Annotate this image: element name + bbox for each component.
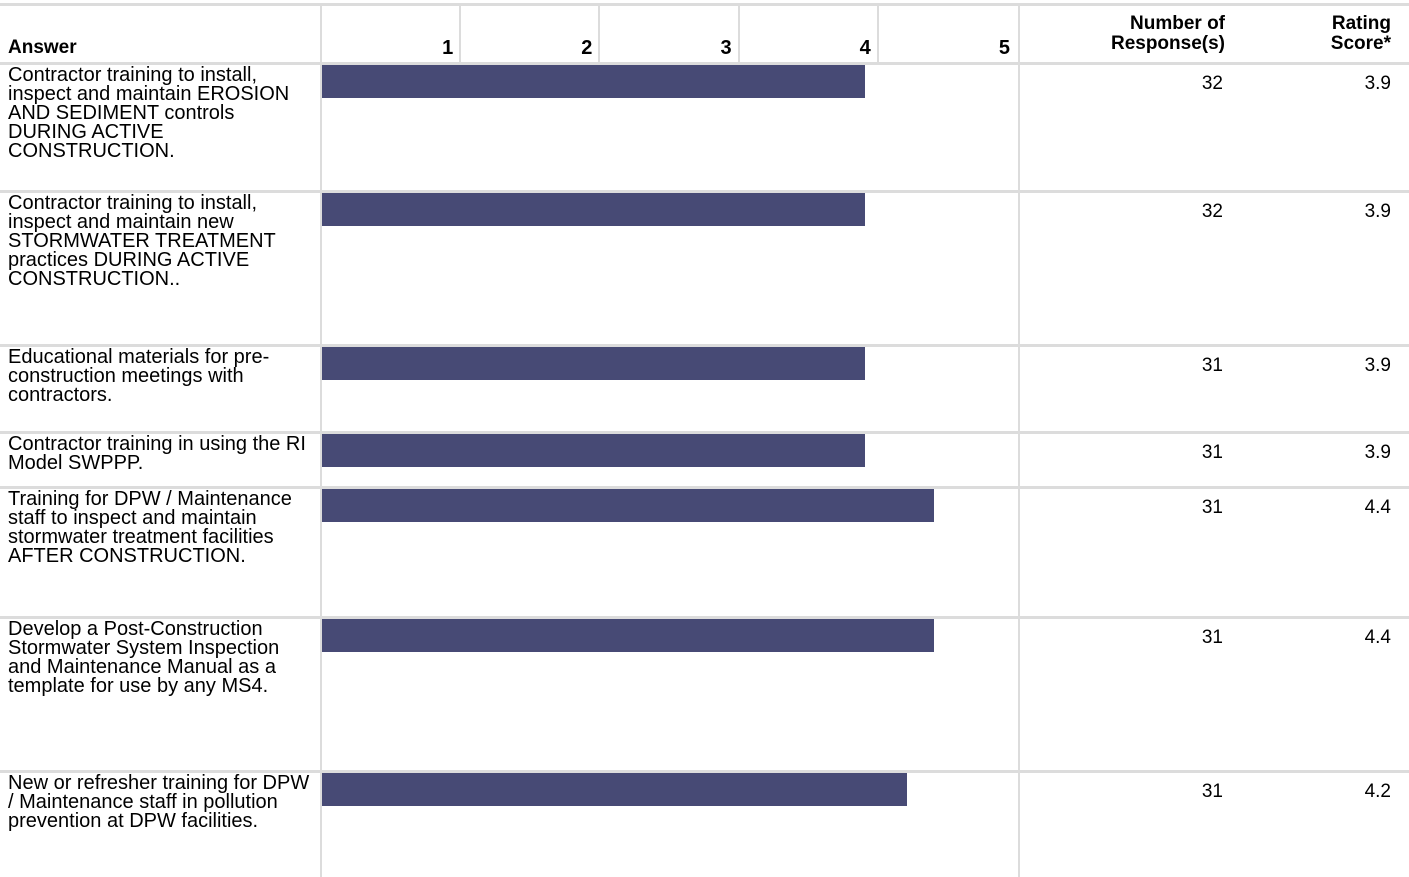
row-score-4: 3.9 [1364,442,1391,463]
scale-label-3: 3 [720,37,732,59]
row-responses-5: 31 [1201,497,1223,518]
row-responses-3: 31 [1201,355,1223,376]
header-responses-line2: Response(s) [1110,33,1225,54]
header-divider-1 [459,5,462,62]
row-divider [0,62,1409,65]
scale-label-5: 5 [998,37,1010,59]
row-responses-1: 32 [1201,73,1223,94]
bar-row-6 [322,619,935,652]
row-divider [0,616,1409,619]
row-divider [0,486,1409,489]
row-score-6: 4.4 [1364,627,1391,648]
row-answer-5: Training for DPW / Maintenance staff to … [8,488,292,567]
row-answer-7: New or refresher training for DPW / Main… [8,772,310,832]
row-responses-6: 31 [1201,627,1223,648]
row-score-2: 3.9 [1364,201,1391,222]
row-answer-3: Educational materials for pre-constructi… [8,346,270,406]
row-divider [0,770,1409,773]
row-answer-4: Contractor training in using the RI Mode… [8,433,306,474]
row-score-7: 4.2 [1364,781,1391,802]
scale-label-1: 1 [442,37,454,59]
row-score-3: 3.9 [1364,355,1391,376]
row-divider [0,344,1409,347]
scale-label-2: 2 [581,37,593,59]
bar-row-5 [322,489,935,522]
scale-label-4: 4 [859,37,871,59]
row-responses-4: 31 [1201,442,1223,463]
header-divider-4 [876,5,879,62]
header-score: Rating Score* [1250,14,1391,54]
plot-left-border [320,5,322,877]
header-score-line1: Rating [1331,13,1391,34]
row-divider [0,190,1409,193]
bar-row-2 [322,193,865,226]
top-border [0,3,1409,6]
row-score-1: 3.9 [1364,73,1391,94]
row-answer-6: Develop a Post-Construction Stormwater S… [8,618,280,697]
row-answer-1: Contractor training to install, inspect … [8,64,290,162]
header-responses-line1: Number of [1130,13,1225,34]
plot-right-border [1018,5,1020,877]
row-score-5: 4.4 [1364,497,1391,518]
bar-row-1 [322,65,865,98]
bar-row-4 [322,434,865,467]
header-answer: Answer [8,37,77,58]
header-divider-2 [598,5,601,62]
header-score-line2: Score* [1330,33,1391,54]
row-divider [0,431,1409,434]
row-responses-7: 31 [1201,781,1223,802]
row-answer-2: Contractor training to install, inspect … [8,192,276,290]
bar-row-3 [322,347,865,380]
row-responses-2: 32 [1201,201,1223,222]
header-responses: Number of Response(s) [1030,14,1225,54]
header-divider-3 [737,5,740,62]
bar-row-7 [322,773,907,806]
